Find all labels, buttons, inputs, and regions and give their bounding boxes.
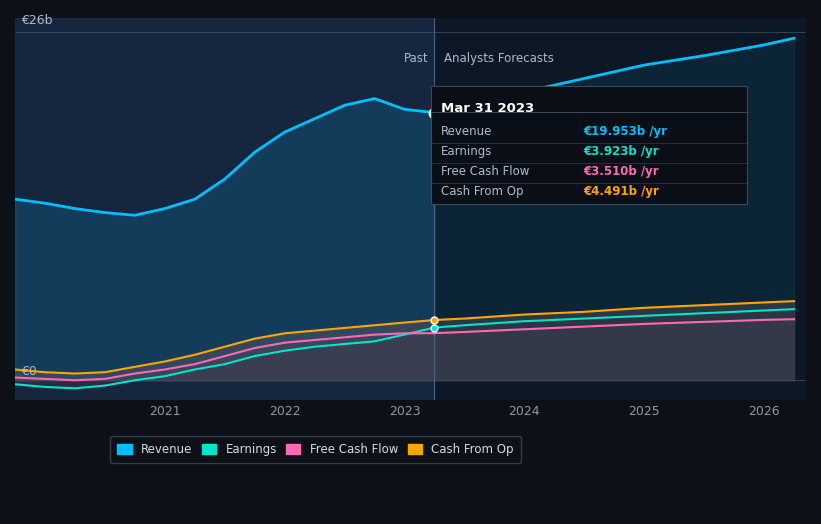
Text: Earnings: Earnings xyxy=(441,145,492,158)
Text: Analysts Forecasts: Analysts Forecasts xyxy=(444,52,554,64)
Text: Mar 31 2023: Mar 31 2023 xyxy=(441,102,534,115)
Text: Revenue: Revenue xyxy=(441,125,492,138)
Text: €3.923b /yr: €3.923b /yr xyxy=(583,145,658,158)
Bar xyxy=(434,18,806,400)
Text: Past: Past xyxy=(404,52,429,64)
Legend: Revenue, Earnings, Free Cash Flow, Cash From Op: Revenue, Earnings, Free Cash Flow, Cash … xyxy=(110,436,521,463)
Text: €0: €0 xyxy=(21,365,37,378)
Text: €26b: €26b xyxy=(21,15,53,27)
Text: €3.510b /yr: €3.510b /yr xyxy=(583,165,658,178)
Text: Cash From Op: Cash From Op xyxy=(441,185,523,198)
Bar xyxy=(15,18,434,400)
Text: €19.953b /yr: €19.953b /yr xyxy=(583,125,667,138)
Text: Free Cash Flow: Free Cash Flow xyxy=(441,165,529,178)
Text: €4.491b /yr: €4.491b /yr xyxy=(583,185,658,198)
